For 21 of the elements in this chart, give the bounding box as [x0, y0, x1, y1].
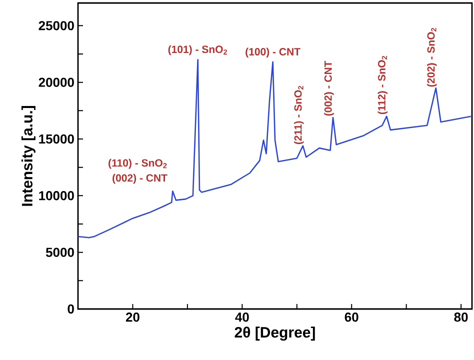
annotation: (110) - SnO$_{2}$	[108, 158, 167, 169]
annotation: (202) - SnO$_{2}$	[426, 28, 437, 87]
y-tick-label: 5000	[46, 248, 74, 257]
x-tick-label: 80	[454, 312, 468, 322]
annotation: (002) - CNT	[112, 174, 168, 184]
y-tick-label: 10000	[39, 191, 74, 200]
annotation: (002) - CNT	[324, 60, 334, 116]
annotation: (112) - SnO$_{2}$	[378, 56, 388, 114]
y-tick-label: 15000	[39, 134, 74, 144]
annotation: (100) - CNT	[246, 48, 300, 58]
annotation: (101) - SnO$_{2}$	[168, 45, 228, 56]
x-tick-label: 40	[235, 312, 249, 322]
y-tick-label: 0	[68, 304, 74, 314]
y-tick-label: 25000	[38, 21, 74, 30]
y-axis-title: Intensity [a.u.]	[21, 106, 36, 206]
x-tick-label: 60	[344, 312, 358, 322]
line-series	[78, 59, 472, 238]
y-tick-label: 20000	[38, 78, 74, 87]
x-axis-title: 2θ [Degree]	[234, 326, 315, 341]
x-tick-label: 20	[126, 312, 140, 322]
annotation: (211) - SnO$_{2}$	[294, 86, 304, 144]
